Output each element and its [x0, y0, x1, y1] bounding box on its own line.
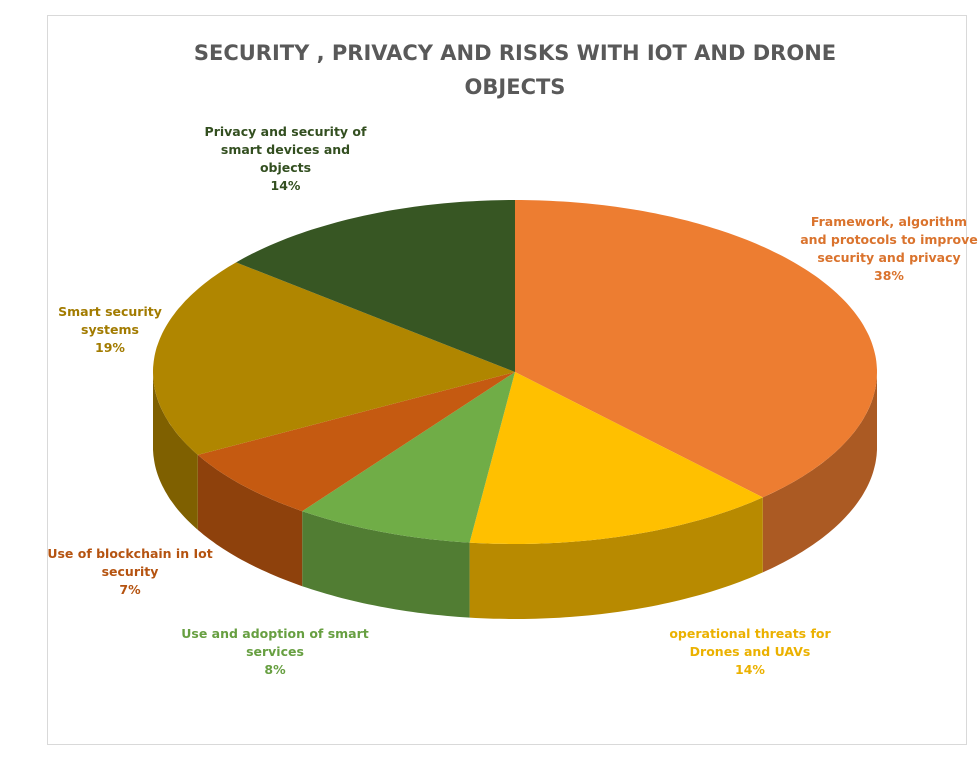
value-label: 14%	[735, 662, 765, 677]
slice-side	[469, 497, 763, 619]
slice	[515, 200, 877, 498]
data-label: Privacy and security of smart devices an…	[198, 123, 373, 195]
category-label: Framework, algorithm and protocols to im…	[800, 214, 978, 265]
slice	[469, 372, 763, 544]
slice-side	[302, 511, 470, 618]
value-label: 7%	[119, 582, 141, 597]
data-label: operational threats for Drones and UAVs 1…	[655, 625, 845, 679]
data-label: Use and adoption of smart services 8%	[180, 625, 370, 679]
chart-area	[47, 15, 967, 745]
data-label: Smart security systems 19%	[35, 303, 185, 357]
slice	[236, 200, 515, 372]
value-label: 38%	[874, 268, 904, 283]
data-label: Use of blockchain in Iot security 7%	[40, 545, 220, 599]
slice-side	[762, 372, 877, 573]
slice	[197, 372, 516, 512]
value-label: 14%	[270, 178, 301, 193]
value-label: 19%	[95, 340, 125, 355]
category-label: Use of blockchain in Iot security	[47, 546, 213, 579]
data-label: Framework, algorithm and protocols to im…	[800, 213, 978, 285]
value-label: 8%	[264, 662, 286, 677]
chart-title: SECURITY , PRIVACY AND RISKS WITH IOT AN…	[193, 41, 837, 99]
category-label: operational threats for Drones and UAVs	[669, 626, 831, 659]
slice-side	[153, 372, 198, 530]
slice-side	[197, 454, 303, 587]
slice	[302, 372, 515, 543]
category-label: Privacy and security of smart devices an…	[204, 124, 367, 175]
slice	[153, 262, 515, 455]
category-label: Smart security systems	[58, 304, 162, 337]
category-label: Use and adoption of smart services	[181, 626, 369, 659]
